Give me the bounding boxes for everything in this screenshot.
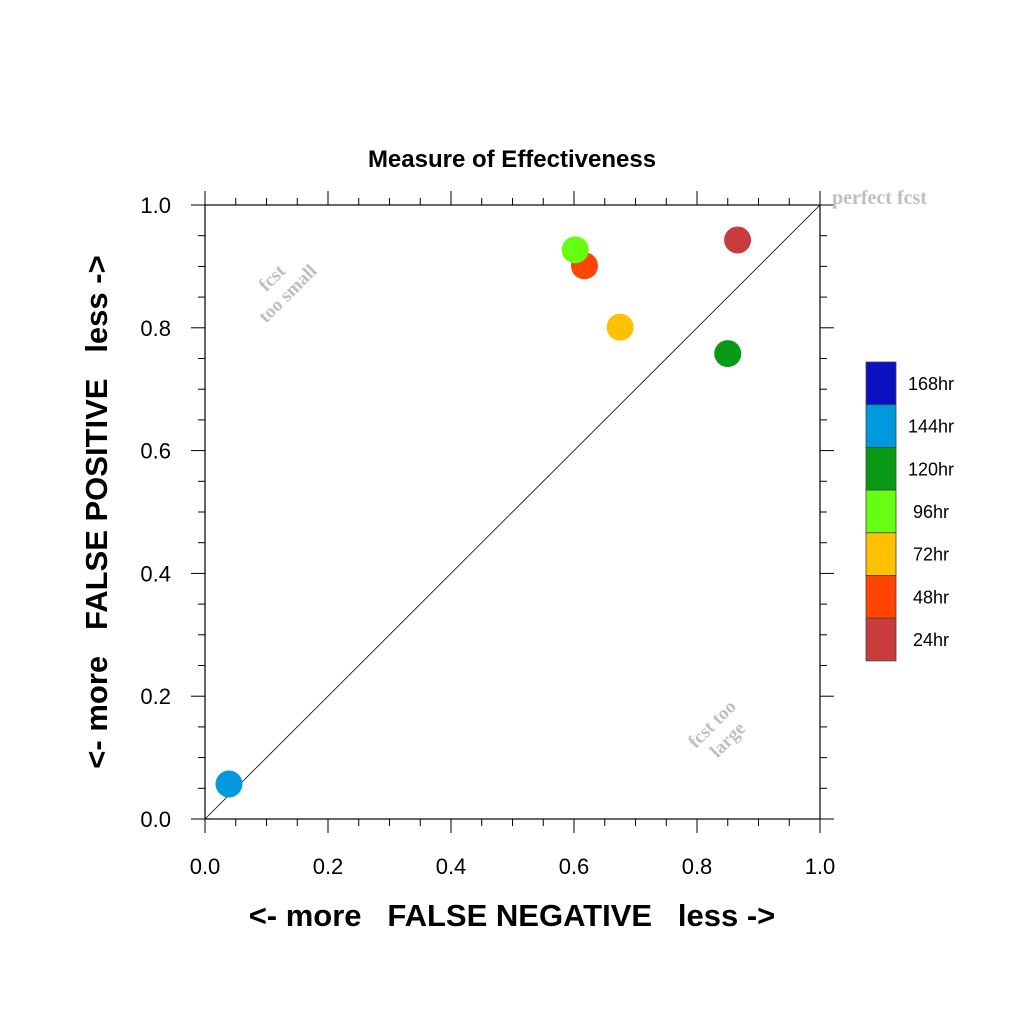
data-point-72hr [606, 313, 634, 341]
y-tick-label: 0.8 [140, 316, 171, 341]
y-axis-label: <- more FALSE POSITIVE less -> [79, 255, 114, 768]
too-large-annotation: fcst too large [684, 696, 750, 762]
legend-swatch-144hr [865, 404, 897, 448]
legend-label-120hr: 120hr [908, 459, 954, 479]
y-tick-label: 0.6 [140, 439, 171, 464]
x-axis-label: <- more FALSE NEGATIVE less -> [249, 898, 776, 933]
legend-label-168hr: 168hr [908, 374, 954, 394]
legend-swatch-96hr [865, 489, 897, 534]
tick-marks [191, 191, 834, 833]
y-tick-label: 0.0 [140, 807, 171, 832]
legend-swatch-48hr [865, 575, 897, 619]
x-tick-label: 0.2 [313, 854, 344, 879]
y-tick-label: 0.4 [140, 561, 171, 586]
tick-labels: 0.0 0.2 0.4 0.6 0.8 1.0 0.0 0.2 0.4 0.6 0.8 1.0 [140, 193, 835, 879]
too-small-annotation: fcst too small [255, 260, 322, 327]
legend-swatch-168hr [865, 361, 897, 406]
data-point-96hr [561, 236, 589, 264]
data-point-24hr [724, 226, 752, 254]
legend-swatch-72hr [865, 532, 897, 576]
legend-label-24hr: 24hr [913, 630, 949, 650]
x-tick-label: 0.4 [436, 854, 467, 879]
data-point-144hr [215, 770, 243, 798]
legend: 168hr 144hr 120hr 96hr 72hr 48hr 24hr [865, 361, 954, 662]
plot-frame [204, 204, 821, 820]
legend-label-144hr: 144hr [908, 417, 954, 437]
x-tick-label: 0.6 [559, 854, 590, 879]
y-tick-label: 1.0 [140, 193, 171, 218]
legend-label-72hr: 72hr [913, 545, 949, 565]
diagonal-line [204, 204, 821, 820]
legend-swatch-120hr [865, 446, 897, 491]
x-tick-label: 0.0 [190, 854, 221, 879]
legend-label-48hr: 48hr [913, 587, 949, 607]
data-points [215, 226, 752, 798]
x-tick-label: 0.8 [682, 854, 713, 879]
perfect-fcst-label: perfect fcst [832, 187, 927, 209]
data-point-120hr [714, 340, 742, 368]
y-tick-label: 0.2 [140, 684, 171, 709]
x-tick-label: 1.0 [805, 854, 836, 879]
legend-label-96hr: 96hr [913, 502, 949, 522]
chart-title: Measure of Effectiveness [368, 146, 656, 173]
legend-swatch-24hr [865, 617, 897, 662]
